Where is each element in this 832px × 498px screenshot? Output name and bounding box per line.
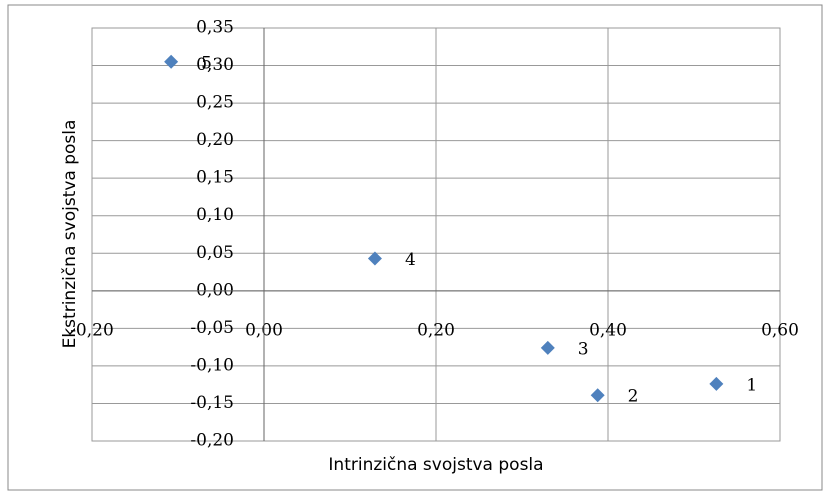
point-label: 5 (201, 53, 212, 73)
x-axis-title: Intrinzična svojstva posla (328, 455, 543, 475)
y-tick-label: -0,20 (190, 431, 234, 451)
y-tick-label: 0,35 (196, 18, 234, 38)
x-tick-label: 0,60 (761, 320, 799, 340)
y-axis-title: Ekstrinzična svojstva posla (60, 120, 80, 349)
y-tick-label: 0,20 (196, 130, 234, 150)
y-tick-label: 0,05 (196, 243, 234, 263)
x-tick-label: -0,20 (70, 320, 114, 340)
x-tick-label: 0,40 (589, 320, 627, 340)
point (709, 376, 724, 391)
y-tick-label: 0,30 (196, 55, 234, 75)
y-tick-label: 0,15 (196, 168, 234, 188)
y-tick-label: -0,15 (190, 393, 234, 413)
point-label: 1 (746, 375, 757, 395)
y-tick-label: 0,25 (196, 93, 234, 113)
point (164, 54, 179, 69)
chart-border (7, 4, 823, 491)
y-tick-label: -0,10 (190, 355, 234, 375)
point-label: 2 (628, 387, 639, 407)
point-label: 4 (405, 250, 416, 270)
point-label: 3 (578, 339, 589, 359)
point (540, 340, 555, 355)
point (367, 251, 382, 266)
point (590, 388, 605, 403)
y-tick-label: -0,05 (190, 318, 234, 338)
y-tick-label: 0,10 (196, 205, 234, 225)
x-tick-label: 0,20 (417, 320, 455, 340)
